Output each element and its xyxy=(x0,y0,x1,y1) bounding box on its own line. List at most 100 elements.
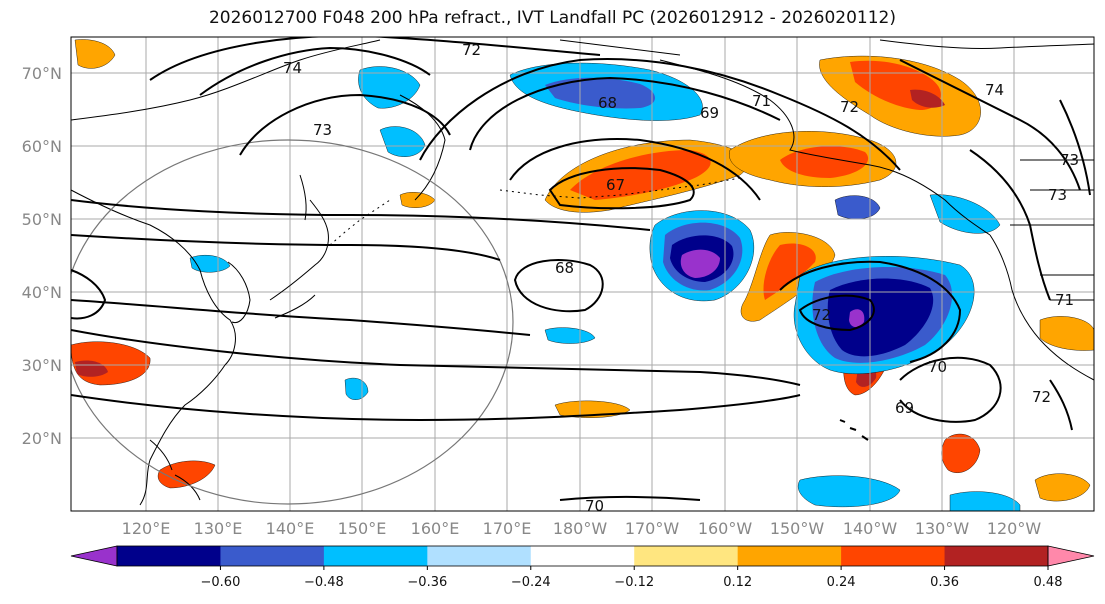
contour-label: 70 xyxy=(928,358,947,376)
neg-region-kuril xyxy=(379,126,426,157)
kuril-chain xyxy=(329,199,391,246)
contour-label: 71 xyxy=(752,92,771,110)
landfall-radius-circle xyxy=(71,139,514,505)
contour-label-group: 72 74 73 68 69 67 71 72 74 73 68 72 70 6… xyxy=(283,41,1079,515)
lat-label: 70°N xyxy=(22,64,62,83)
arctic-coast xyxy=(559,39,1094,56)
lon-label: 140°W xyxy=(843,519,898,538)
pos-region-alaska-core xyxy=(780,146,869,178)
neg-region-gulf-edge xyxy=(929,194,1001,234)
colorbar-tick-label: 0.48 xyxy=(1034,575,1063,590)
lat-label: 50°N xyxy=(22,210,62,229)
neg-region-east-max xyxy=(849,309,865,328)
lat-label: 40°N xyxy=(22,283,62,302)
map-panel: 72 74 73 68 69 67 71 72 74 73 68 72 70 6… xyxy=(22,36,1095,538)
contour-label: 72 xyxy=(462,41,481,59)
contour-label: 70 xyxy=(585,497,604,515)
pos-region-bering-core xyxy=(570,150,711,200)
lon-label: 130°W xyxy=(915,519,970,538)
lon-label: 130°E xyxy=(194,519,243,538)
map-frame xyxy=(70,36,1095,512)
colorbar-tick-label: 0.36 xyxy=(930,575,959,590)
lon-label: 180°W xyxy=(553,519,608,538)
colorbar-ticks: −0.60 −0.48 −0.36 −0.24 −0.12 0.12 0.24 0.36 0.4… xyxy=(201,566,1063,590)
refractivity-contours xyxy=(71,37,1091,501)
colorbar-segment xyxy=(737,546,842,566)
lon-label: 140°E xyxy=(266,519,315,538)
sakhalin-coast xyxy=(299,174,307,221)
neg-region-japan-east xyxy=(189,255,231,273)
neg-region-north-mid xyxy=(545,77,655,109)
colorbar-segment xyxy=(944,546,1049,566)
lat-label: 30°N xyxy=(22,356,62,375)
contour-label: 68 xyxy=(555,259,574,277)
colorbar-extend-low xyxy=(70,545,118,567)
neg-region-central-max xyxy=(680,249,720,278)
contour-label: 73 xyxy=(313,121,332,139)
colorbar-segment xyxy=(323,546,428,566)
colorbar-tick-label: −0.24 xyxy=(511,575,551,590)
colorbar-tick-label: −0.48 xyxy=(304,575,344,590)
aleutian-chain xyxy=(499,177,741,199)
lon-label: 170°W xyxy=(625,519,680,538)
contour-label: 72 xyxy=(812,306,831,324)
lon-label: 170°E xyxy=(483,519,532,538)
pos-region-nw xyxy=(74,39,116,69)
colorbar-tick-label: 0.12 xyxy=(723,575,752,590)
alaska-coast xyxy=(659,59,991,236)
contour-label: 73 xyxy=(1060,151,1079,169)
na-west-coast xyxy=(989,234,1094,381)
contour-label: 71 xyxy=(1055,291,1074,309)
lon-label: 120°W xyxy=(987,519,1042,538)
colorbar-tick-label: 0.24 xyxy=(827,575,856,590)
colorbar-tick-label: −0.36 xyxy=(407,575,447,590)
pos-region-arctic-max xyxy=(910,89,945,108)
kamchatka-coast xyxy=(399,94,446,201)
pos-region-central-core xyxy=(763,243,816,300)
colorbar-segment xyxy=(427,546,532,566)
colorbar-segment xyxy=(530,546,635,566)
colorbar-tick-label: −0.60 xyxy=(201,575,241,590)
lon-label: 120°E xyxy=(122,519,171,538)
colorbar-extend-high xyxy=(1047,545,1095,567)
lon-label: 160°W xyxy=(698,519,753,538)
neg-region-east-strong xyxy=(827,278,934,357)
korea-coast xyxy=(227,261,251,324)
contour-label: 67 xyxy=(606,176,625,194)
lat-label: 20°N xyxy=(22,429,62,448)
contour-label: 69 xyxy=(895,399,914,417)
pos-region-east-edge xyxy=(1039,316,1094,351)
neg-region-south xyxy=(797,475,901,507)
contour-label: 72 xyxy=(840,98,859,116)
pos-region-se-corner xyxy=(1034,473,1091,502)
contour-label: 72 xyxy=(1032,388,1051,406)
colorbar-segment xyxy=(841,546,946,566)
colorbar-segment xyxy=(117,546,221,566)
philippines-coast xyxy=(149,439,201,501)
lon-label: 150°E xyxy=(338,519,387,538)
hawaii-islands xyxy=(839,419,869,441)
na-borders xyxy=(1010,159,1094,301)
contour-label: 74 xyxy=(283,59,302,77)
contour-label: 69 xyxy=(700,104,719,122)
lon-label: 160°E xyxy=(411,519,460,538)
lon-label: 150°W xyxy=(770,519,825,538)
neg-region-gulf xyxy=(834,195,881,220)
contour-label: 73 xyxy=(1048,186,1067,204)
longitude-labels: 120°E 130°E 140°E 150°E 160°E 170°E 180°… xyxy=(122,519,1042,538)
contour-label: 68 xyxy=(598,94,617,112)
map-title: 2026012700 F048 200 hPa refract., IVT La… xyxy=(208,8,896,28)
colorbar-tick-label: −0.12 xyxy=(614,575,654,590)
coastlines xyxy=(71,39,1094,506)
lat-label: 60°N xyxy=(22,137,62,156)
colorbar-segment xyxy=(220,546,325,566)
neg-region-far-south xyxy=(949,491,1021,511)
colorbar: −0.60 −0.48 −0.36 −0.24 −0.12 0.12 0.24 0.36 0.4… xyxy=(70,545,1095,590)
contour-label: 74 xyxy=(985,81,1004,99)
pos-region-philippines xyxy=(157,460,216,489)
colorbar-segments xyxy=(70,545,1095,567)
latitude-labels: 70°N 60°N 50°N 40°N 30°N 20°N xyxy=(22,64,62,448)
neg-region-subtropic xyxy=(544,327,596,344)
colorbar-segment xyxy=(634,546,739,566)
shading-layer xyxy=(71,39,1094,511)
